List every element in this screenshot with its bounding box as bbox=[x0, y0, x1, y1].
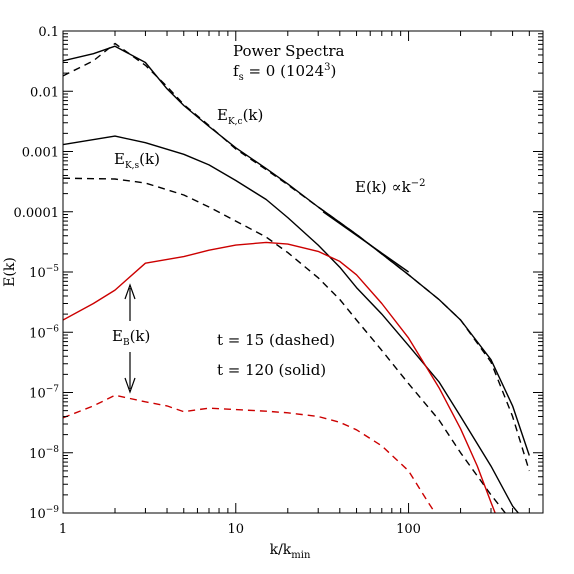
eb-arrow-down-head bbox=[124, 377, 136, 394]
x-axis-title: k/kmin bbox=[270, 542, 311, 561]
ekc-label: EK,c(k) bbox=[217, 106, 263, 127]
series-line-7 bbox=[322, 211, 410, 273]
y-axis-title: E(k) bbox=[2, 257, 18, 287]
eb-double-arrow bbox=[124, 283, 136, 394]
y-tick-label: 10−5 bbox=[29, 264, 59, 281]
eb-arrow-up-head bbox=[124, 283, 136, 300]
x-tick-label: 10 bbox=[228, 522, 245, 537]
series-line-5 bbox=[63, 241, 496, 513]
y-tick-label: 0.1 bbox=[38, 25, 59, 40]
eks-label: EK,s(k) bbox=[114, 150, 160, 171]
series-line-6 bbox=[63, 394, 437, 513]
y-tick-label: 10−6 bbox=[29, 324, 59, 341]
series-line-1 bbox=[63, 45, 530, 456]
series-line-2 bbox=[63, 42, 530, 472]
y-tick-label: 10−7 bbox=[29, 385, 59, 402]
eb-label: EB(k) bbox=[112, 327, 150, 348]
ref-slope-label: E(k) ∝k−2 bbox=[355, 178, 426, 196]
y-tick-label: 0.01 bbox=[30, 85, 59, 100]
fs-annotation: fs = 0 (10243) bbox=[233, 62, 336, 83]
y-tick-label: 10−9 bbox=[29, 505, 59, 522]
x-tick-label: 1 bbox=[59, 522, 67, 537]
y-tick-label: 10−8 bbox=[29, 445, 59, 462]
x-tick-label: 100 bbox=[396, 522, 421, 537]
t-solid-label: t = 120 (solid) bbox=[217, 361, 326, 379]
t-dashed-label: t = 15 (dashed) bbox=[217, 331, 335, 349]
series-line-4 bbox=[63, 177, 507, 513]
chart-title-annotation: Power Spectra bbox=[233, 42, 345, 60]
y-tick-label: 0.0001 bbox=[14, 206, 60, 221]
y-tick-label: 0.001 bbox=[22, 146, 59, 161]
